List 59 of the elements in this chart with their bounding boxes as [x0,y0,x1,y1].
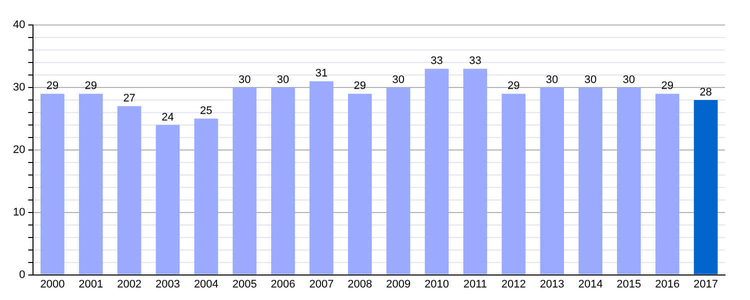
data-label: 30 [238,74,251,86]
data-label: 33 [430,55,443,68]
data-label: 33 [469,55,482,68]
bar [502,94,526,274]
x-tick-label: 2007 [309,278,334,290]
x-tick-label: 2004 [194,278,218,290]
data-label: 29 [508,80,520,92]
bar [694,100,718,274]
x-tick-label: 2001 [78,278,104,290]
x-tick-label: 2005 [232,278,257,290]
y-tick-label: 20 [12,144,26,156]
bar [271,87,295,274]
y-tick-label: 0 [19,268,26,281]
y-tick-label: 30 [12,81,26,94]
data-label: 29 [46,80,59,92]
bar [78,94,103,274]
bar [40,94,64,274]
x-tick-label: 2002 [117,278,142,290]
x-tick-label: 2003 [156,278,180,290]
data-label: 30 [546,74,558,86]
data-label: 30 [276,74,290,86]
bar [386,87,410,274]
x-tick-label: 2017 [694,278,718,290]
bar [117,106,142,274]
x-tick-label: 2008 [348,278,372,290]
bar [156,124,180,274]
x-tick-label: 2010 [424,278,450,290]
x-tick-label: 2006 [270,278,296,290]
bar [578,87,602,274]
x-tick-label: 2012 [501,278,526,290]
data-label: 30 [622,74,636,86]
data-label: 27 [123,92,136,105]
bar [232,87,257,274]
y-tick-label: 40 [12,19,26,32]
bar [655,94,680,274]
x-tick-label: 2013 [540,278,564,290]
x-tick-label: 2015 [616,278,642,290]
y-tick-label: 10 [12,206,26,218]
bar [424,68,449,274]
bar [617,87,641,274]
bar [463,68,488,274]
x-tick-label: 2011 [463,278,488,290]
bar [348,94,372,274]
x-tick-label: 2009 [386,278,411,290]
data-label: 29 [84,80,98,92]
data-label: 30 [584,74,597,86]
bar [310,81,334,274]
data-label: 25 [200,105,212,118]
x-tick-label: 2000 [40,278,65,290]
data-label: 28 [700,86,712,98]
data-label: 29 [661,80,674,92]
data-label: 30 [392,74,404,86]
data-label: 31 [315,68,328,80]
data-label: 29 [354,80,366,92]
bar [194,118,218,274]
bar [540,87,564,274]
data-label: 24 [162,111,174,124]
x-tick-label: 2014 [578,278,603,290]
x-tick-label: 2016 [655,278,680,290]
